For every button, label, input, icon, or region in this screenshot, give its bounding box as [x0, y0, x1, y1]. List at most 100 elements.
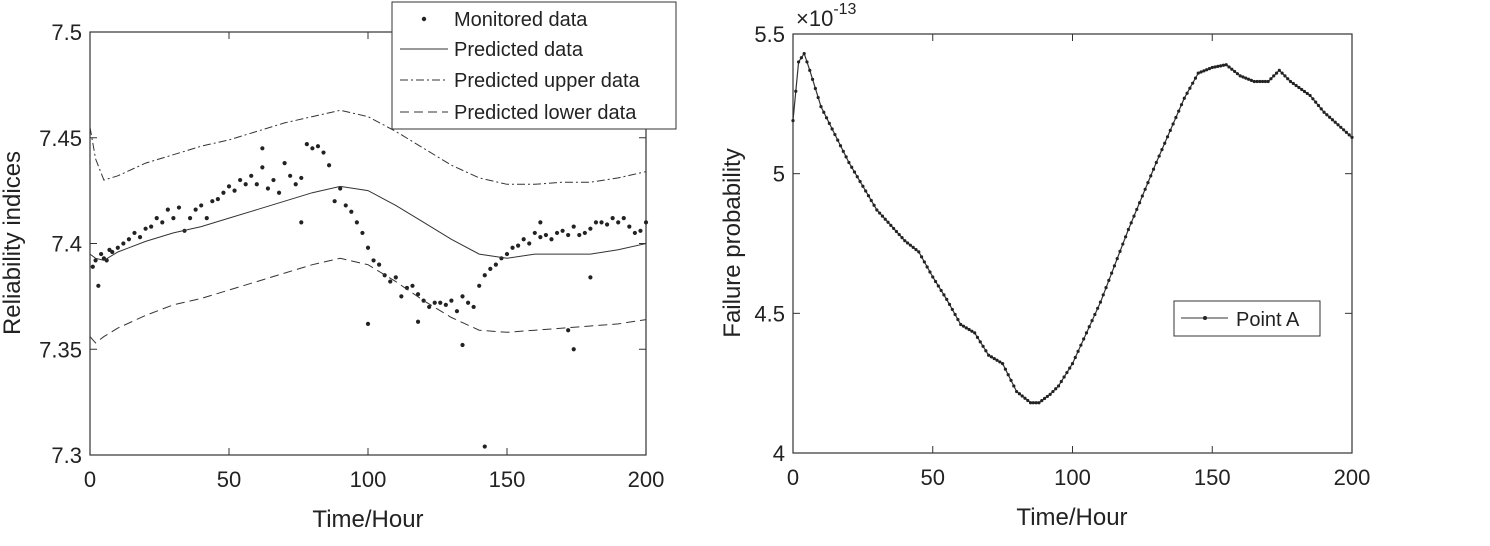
monitored-data-point [221, 190, 226, 195]
point-a-marker [1233, 69, 1237, 74]
point-a-marker [992, 356, 996, 361]
monitored-data-point [260, 165, 265, 170]
monitored-data-point [493, 262, 498, 267]
point-a-marker [861, 184, 865, 188]
point-a-marker [872, 203, 876, 207]
monitored-data-point [577, 232, 582, 238]
point-a-marker [1146, 181, 1150, 185]
point-a-marker [1339, 125, 1343, 129]
monitored-data-point [432, 300, 437, 305]
point-a-marker [995, 358, 999, 362]
point-a-marker [1238, 74, 1242, 78]
point-a-marker [1274, 71, 1279, 75]
point-a-marker [866, 194, 871, 198]
predicted-lower-data-line [89, 257, 647, 344]
point-a-marker [975, 335, 980, 339]
point-a-marker [1263, 79, 1267, 84]
point-a-marker [1037, 401, 1041, 405]
monitored-data-point [543, 232, 549, 238]
monitored-data-point [438, 300, 443, 305]
point-a-marker [1104, 286, 1108, 290]
monitored-data-point [243, 182, 248, 187]
monitored-data-point [99, 251, 104, 257]
legend-label-point-a: Point A [1236, 309, 1300, 331]
point-a-marker [1325, 113, 1329, 117]
monitored-data-point [126, 237, 132, 242]
monitored-data-point [310, 146, 315, 151]
x-tick-label: 200 [628, 467, 665, 492]
point-a-marker [1098, 300, 1103, 304]
point-a-marker [1096, 306, 1100, 310]
monitored-data-point [154, 216, 159, 221]
predicted-upper-data-line [89, 109, 647, 185]
monitored-data-point [115, 245, 120, 250]
monitored-data-point [427, 304, 432, 310]
monitored-data-point [632, 230, 637, 236]
point-a-marker [1196, 71, 1200, 75]
point-a-marker [1165, 135, 1170, 139]
point-a-marker [961, 324, 966, 328]
point-a-marker [1227, 65, 1231, 69]
monitored-data-point [566, 232, 571, 238]
monitored-data-point [282, 161, 287, 166]
point-a-marker [858, 179, 862, 184]
monitored-data-point [482, 273, 487, 278]
point-a-marker [1230, 67, 1234, 71]
x-tick-label: 50 [921, 465, 945, 490]
point-a-marker [827, 121, 831, 125]
point-a-marker [1112, 264, 1117, 268]
point-a-marker [1020, 394, 1024, 398]
point-a-marker [1115, 256, 1119, 261]
monitored-data-point [599, 220, 604, 225]
point-a-marker [1244, 76, 1248, 80]
point-a-marker [886, 220, 890, 224]
monitored-data-point [132, 230, 137, 236]
point-a-marker [903, 239, 907, 243]
point-a-marker [1333, 120, 1337, 124]
point-a-marker [1342, 128, 1346, 132]
monitored-data-point [276, 190, 282, 195]
monitored-data-point [171, 216, 176, 221]
point-a-marker [1191, 81, 1195, 85]
point-a-marker [987, 353, 991, 357]
monitored-data-point [338, 186, 343, 191]
monitored-data-point [377, 262, 382, 267]
x-tick-label: 150 [1194, 465, 1231, 490]
point-a-marker [1028, 401, 1033, 405]
point-a-marker [959, 322, 963, 327]
point-a-marker [1054, 387, 1058, 391]
point-a-marker [1151, 167, 1156, 171]
monitored-data-point [365, 245, 371, 250]
monitored-data-point [521, 237, 526, 242]
point-a-marker [1213, 65, 1217, 69]
monitored-data-point [160, 220, 165, 225]
point-a-marker [1137, 201, 1142, 205]
point-a-marker [1034, 401, 1038, 405]
point-a-marker [1132, 214, 1136, 218]
monitored-data-point [410, 283, 415, 288]
point-a-marker [1056, 384, 1061, 388]
monitored-data-point [349, 209, 354, 214]
monitored-data-point [288, 173, 293, 178]
monitored-data-point [610, 216, 615, 221]
point-a-marker [1305, 91, 1309, 96]
point-a-marker [816, 95, 820, 100]
point-a-marker [1266, 79, 1270, 84]
point-a-marker [847, 160, 851, 165]
point-a-marker [1084, 331, 1089, 335]
point-a-marker [808, 68, 812, 72]
point-a-marker [875, 208, 879, 212]
point-a-marker [1065, 370, 1069, 375]
monitored-data-point [488, 266, 493, 271]
monitored-data-point [210, 199, 215, 204]
monitored-data-point [110, 249, 115, 255]
monitored-data-point [538, 235, 543, 240]
point-a-marker [942, 293, 946, 297]
x-tick-label: 0 [84, 467, 96, 492]
monitored-data-point [477, 283, 482, 288]
monitored-data-point [271, 177, 276, 183]
monitored-data-point [588, 275, 593, 280]
point-a-marker [1082, 337, 1086, 341]
point-a-marker [1093, 312, 1097, 317]
